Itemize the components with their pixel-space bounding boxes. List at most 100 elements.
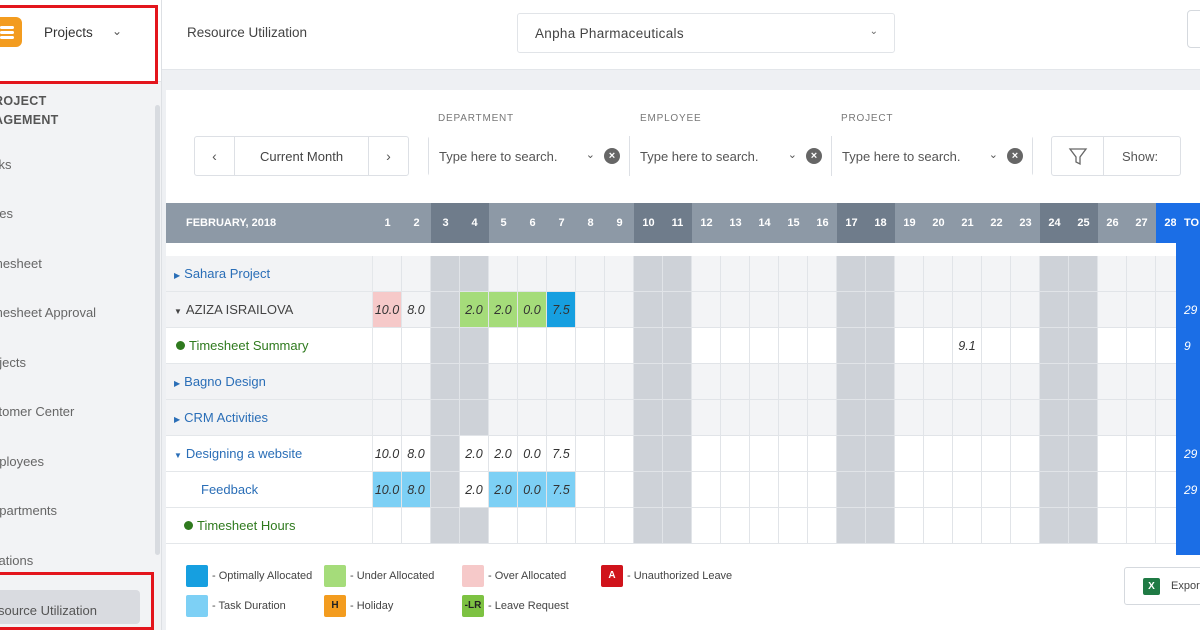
grid-cell-1[interactable]: 10.0 — [373, 292, 402, 328]
grid-cell-24[interactable] — [1040, 508, 1069, 544]
sidebar-item-issues[interactable]: ues — [0, 206, 13, 221]
grid-cell-20[interactable] — [924, 508, 953, 544]
grid-cell-15[interactable] — [779, 508, 808, 544]
grid-cell-3[interactable] — [431, 364, 460, 400]
grid-cell-18[interactable] — [866, 256, 895, 292]
sidebar-item-customer-center[interactable]: stomer Center — [0, 404, 75, 419]
grid-cell-21[interactable] — [953, 364, 982, 400]
grid-cell-10[interactable] — [634, 472, 663, 508]
grid-cell-9[interactable] — [605, 292, 634, 328]
employee-filter[interactable]: Type here to search. ⌄ × — [630, 136, 832, 176]
grid-cell-1[interactable] — [373, 256, 402, 292]
grid-cell-6[interactable]: 0.0 — [518, 292, 547, 328]
grid-cell-11[interactable] — [663, 472, 692, 508]
grid-cell-6[interactable] — [518, 256, 547, 292]
grid-cell-9[interactable] — [605, 400, 634, 436]
grid-cell-2[interactable] — [402, 364, 431, 400]
chevron-down-icon[interactable]: ⌄ — [787, 149, 797, 161]
grid-cell-20[interactable] — [924, 328, 953, 364]
grid-cell-2[interactable]: 8.0 — [402, 436, 431, 472]
grid-cell-19[interactable] — [895, 508, 924, 544]
export-excel-button[interactable]: X Expor — [1124, 567, 1200, 605]
grid-cell-22[interactable] — [982, 400, 1011, 436]
grid-cell-14[interactable] — [750, 364, 779, 400]
grid-cell-2[interactable] — [402, 256, 431, 292]
grid-cell-27[interactable] — [1127, 472, 1156, 508]
grid-cell-18[interactable] — [866, 508, 895, 544]
grid-cell-14[interactable] — [750, 328, 779, 364]
grid-cell-26[interactable] — [1098, 256, 1127, 292]
project-search-input[interactable]: Type here to search. — [842, 149, 961, 164]
grid-cell-4[interactable] — [460, 364, 489, 400]
expand-icon[interactable]: ▶ — [174, 379, 181, 388]
department-search-input[interactable]: Type here to search. — [439, 149, 558, 164]
grid-cell-22[interactable] — [982, 472, 1011, 508]
grid-cell-22[interactable] — [982, 436, 1011, 472]
table-row[interactable]: Timesheet Summary 9.1 — [166, 328, 1185, 364]
clear-icon[interactable]: × — [806, 148, 822, 164]
grid-cell-13[interactable] — [721, 508, 750, 544]
row-label[interactable]: ▶ CRM Activities — [166, 400, 373, 436]
table-row[interactable]: ▼ AZIZA ISRAILOVA 10.0 8.0 2.0 2.0 0.0 7.5 — [166, 292, 1185, 328]
grid-cell-8[interactable] — [576, 328, 605, 364]
grid-cell-6[interactable]: 0.0 — [518, 472, 547, 508]
show-label[interactable]: Show: — [1122, 149, 1159, 164]
grid-cell-22[interactable] — [982, 364, 1011, 400]
grid-cell-8[interactable] — [576, 472, 605, 508]
grid-cell-2[interactable] — [402, 400, 431, 436]
grid-cell-15[interactable] — [779, 256, 808, 292]
grid-cell-26[interactable] — [1098, 436, 1127, 472]
grid-cell-13[interactable] — [721, 292, 750, 328]
grid-cell-25[interactable] — [1069, 292, 1098, 328]
grid-cell-24[interactable] — [1040, 436, 1069, 472]
row-label[interactable]: ▼ Designing a website — [166, 436, 373, 472]
row-label[interactable]: ▼ AZIZA ISRAILOVA — [166, 292, 373, 328]
grid-cell-3[interactable] — [431, 472, 460, 508]
grid-cell-13[interactable] — [721, 328, 750, 364]
grid-cell-11[interactable] — [663, 292, 692, 328]
employee-search-input[interactable]: Type here to search. — [640, 149, 759, 164]
grid-cell-27[interactable] — [1127, 400, 1156, 436]
grid-cell-27[interactable] — [1127, 508, 1156, 544]
project-filter[interactable]: Type here to search. ⌄ × — [832, 136, 1032, 176]
grid-cell-26[interactable] — [1098, 508, 1127, 544]
grid-cell-11[interactable] — [663, 508, 692, 544]
grid-cell-21[interactable] — [953, 292, 982, 328]
sidebar-item-locations[interactable]: cations — [0, 553, 34, 568]
grid-cell-7[interactable] — [547, 364, 576, 400]
grid-cell-8[interactable] — [576, 508, 605, 544]
grid-cell-27[interactable] — [1127, 328, 1156, 364]
grid-cell-14[interactable] — [750, 508, 779, 544]
grid-cell-3[interactable] — [431, 508, 460, 544]
grid-cell-15[interactable] — [779, 436, 808, 472]
grid-cell-2[interactable] — [402, 328, 431, 364]
current-month-label[interactable]: Current Month — [259, 149, 344, 164]
grid-cell-17[interactable] — [837, 472, 866, 508]
filter-icon[interactable] — [1052, 137, 1104, 175]
grid-cell-22[interactable] — [982, 292, 1011, 328]
grid-cell-25[interactable] — [1069, 436, 1098, 472]
grid-cell-27[interactable] — [1127, 292, 1156, 328]
grid-cell-2[interactable]: 8.0 — [402, 292, 431, 328]
grid-cell-8[interactable] — [576, 292, 605, 328]
grid-cell-11[interactable] — [663, 400, 692, 436]
grid-cell-14[interactable] — [750, 436, 779, 472]
grid-cell-23[interactable] — [1011, 472, 1040, 508]
grid-cell-20[interactable] — [924, 436, 953, 472]
grid-cell-12[interactable] — [692, 256, 721, 292]
table-row[interactable]: ▶ Bagno Design — [166, 364, 1185, 400]
grid-cell-22[interactable] — [982, 328, 1011, 364]
next-month-button[interactable]: › — [368, 137, 408, 175]
grid-cell-16[interactable] — [808, 292, 837, 328]
sidebar-item-departments[interactable]: epartments — [0, 503, 58, 518]
grid-cell-17[interactable] — [837, 400, 866, 436]
clear-icon[interactable]: × — [1007, 148, 1023, 164]
grid-cell-12[interactable] — [692, 472, 721, 508]
grid-cell-15[interactable] — [779, 292, 808, 328]
grid-cell-4[interactable]: 2.0 — [460, 436, 489, 472]
grid-cell-23[interactable] — [1011, 292, 1040, 328]
grid-cell-17[interactable] — [837, 364, 866, 400]
expand-icon[interactable]: ▶ — [174, 415, 181, 424]
grid-cell-25[interactable] — [1069, 508, 1098, 544]
chevron-down-icon[interactable]: ⌄ — [585, 149, 595, 161]
